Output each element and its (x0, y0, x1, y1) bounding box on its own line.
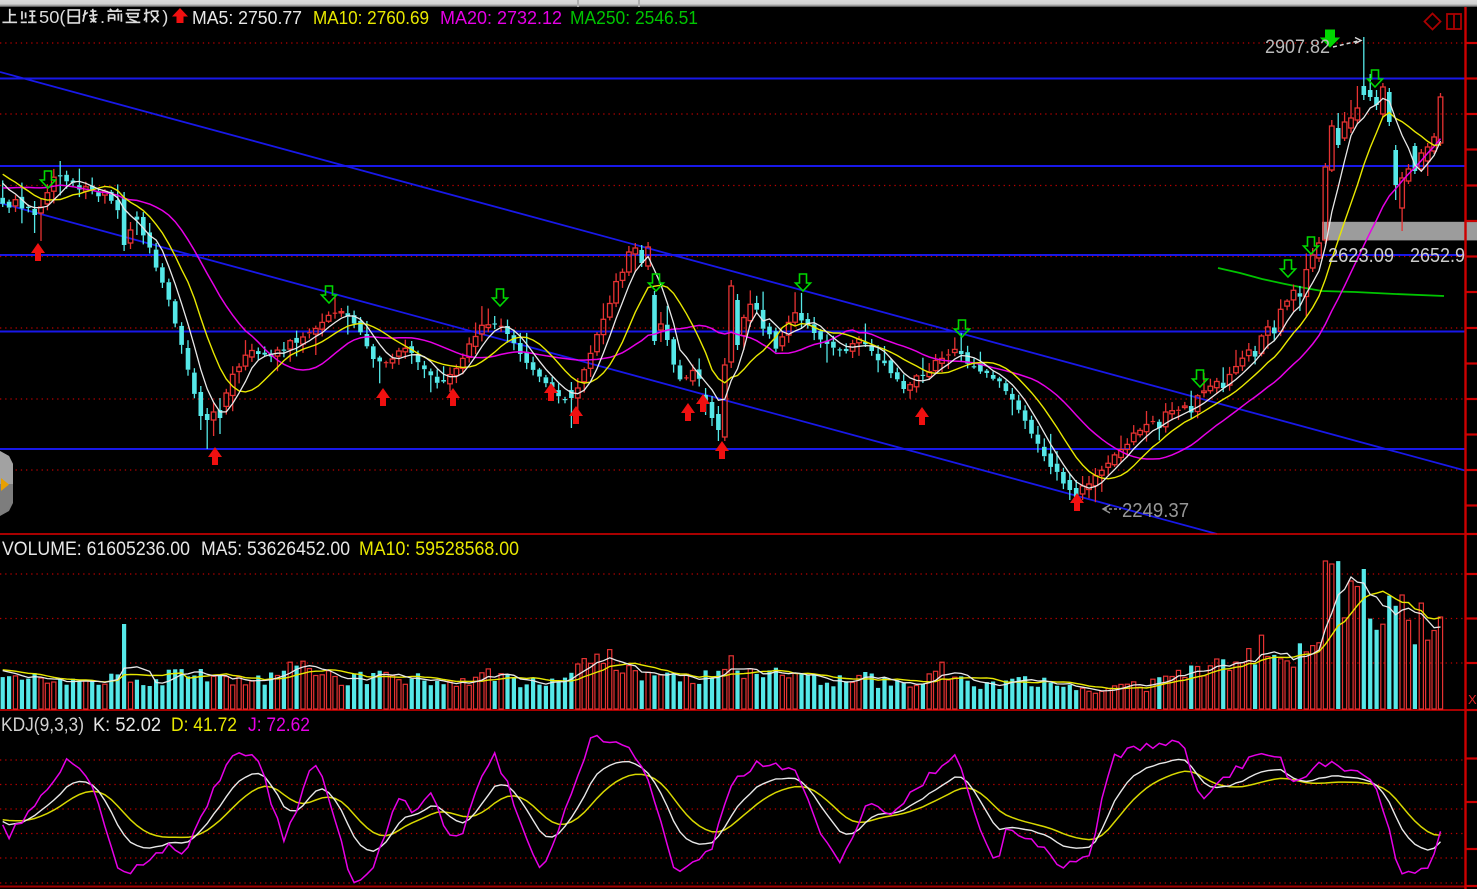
svg-text:D: 41.72: D: 41.72 (171, 715, 237, 736)
svg-text:K: 52.02: K: 52.02 (93, 715, 161, 736)
svg-text:): ) (162, 7, 168, 27)
svg-text:J: 72.62: J: 72.62 (248, 715, 310, 736)
svg-text:2623.09: 2623.09 (1328, 245, 1394, 267)
svg-text:2907.82: 2907.82 (1265, 37, 1330, 58)
svg-text:MA10: 59528568.00: MA10: 59528568.00 (359, 539, 519, 560)
svg-text:MA10: 2760.69: MA10: 2760.69 (313, 8, 429, 28)
svg-text:MA5: 2750.77: MA5: 2750.77 (192, 8, 302, 28)
svg-text:KDJ(9,3,3): KDJ(9,3,3) (1, 715, 84, 736)
svg-text:VOLUME: 61605236.00: VOLUME: 61605236.00 (2, 539, 190, 560)
svg-text:MA20: 2732.12: MA20: 2732.12 (440, 8, 562, 28)
svg-text:50(: 50( (39, 7, 65, 27)
svg-text:.: . (100, 7, 105, 27)
svg-text:2249.37: 2249.37 (1122, 500, 1189, 522)
svg-text:2652.9: 2652.9 (1410, 245, 1465, 267)
svg-text:X: X (1468, 692, 1477, 707)
svg-text:MA5: 53626452.00: MA5: 53626452.00 (201, 539, 350, 560)
svg-text:MA250: 2546.51: MA250: 2546.51 (570, 8, 698, 28)
